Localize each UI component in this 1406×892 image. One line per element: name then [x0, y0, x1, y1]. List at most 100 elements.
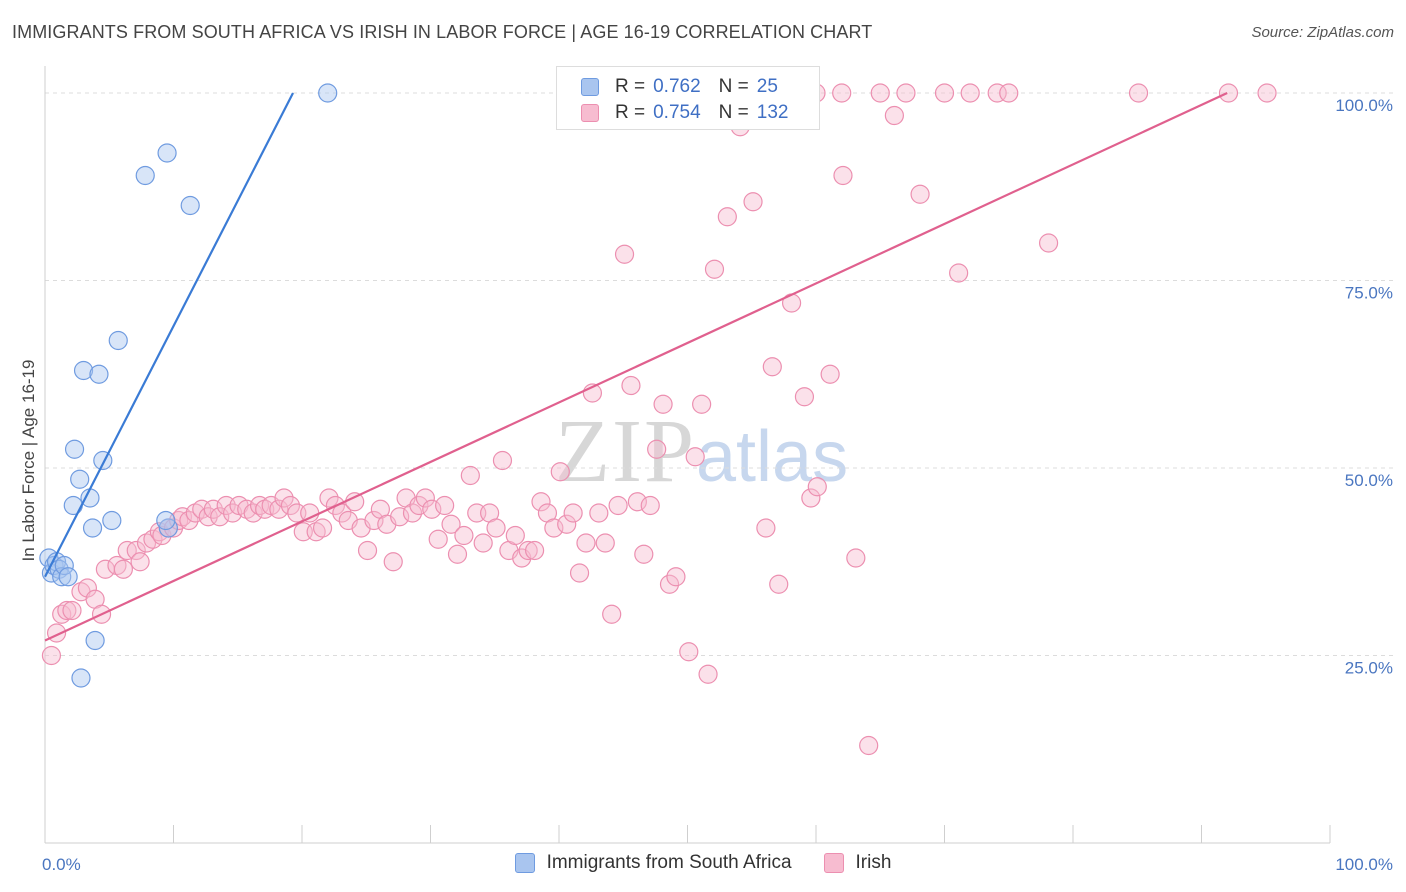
irish-point[interactable] — [383, 552, 403, 572]
irish-point[interactable] — [960, 83, 980, 103]
irish-point[interactable] — [1128, 83, 1149, 103]
irish-point[interactable] — [679, 642, 699, 662]
irish-point[interactable] — [569, 563, 590, 583]
legend-item-south-africa[interactable]: Immigrants from South Africa — [514, 852, 792, 874]
irish-point[interactable] — [130, 552, 150, 572]
south-africa-point[interactable] — [135, 165, 155, 186]
irish-point[interactable] — [179, 510, 199, 531]
south-africa-point[interactable] — [158, 518, 178, 538]
irish-point[interactable] — [557, 514, 577, 534]
legend-item-irish[interactable]: Irish — [823, 852, 891, 874]
irish-point[interactable] — [300, 503, 320, 523]
irish-point[interactable] — [949, 263, 969, 283]
irish-point[interactable] — [666, 567, 686, 587]
irish-point[interactable] — [447, 544, 468, 564]
irish-point[interactable] — [1218, 83, 1239, 103]
irish-point[interactable] — [435, 495, 455, 516]
irish-point[interactable] — [518, 540, 538, 561]
irish-point[interactable] — [62, 600, 82, 621]
south-africa-point[interactable] — [93, 450, 113, 471]
irish-point[interactable] — [756, 518, 776, 538]
irish-point[interactable] — [801, 488, 821, 508]
irish-point[interactable] — [531, 492, 551, 512]
irish-point[interactable] — [563, 503, 583, 523]
south-africa-point[interactable] — [70, 469, 90, 489]
irish-point[interactable] — [595, 533, 615, 553]
irish-point[interactable] — [640, 495, 660, 516]
irish-point[interactable] — [454, 525, 474, 546]
irish-point[interactable] — [550, 462, 570, 482]
irish-point[interactable] — [589, 503, 609, 523]
irish-point[interactable] — [210, 507, 230, 527]
irish-point[interactable] — [473, 533, 493, 553]
irish-point[interactable] — [743, 192, 763, 212]
irish-point[interactable] — [57, 600, 77, 621]
south-africa-point[interactable] — [73, 360, 94, 381]
irish-point[interactable] — [402, 503, 423, 523]
irish-point[interactable] — [422, 499, 442, 519]
south-africa-point[interactable] — [157, 143, 177, 163]
irish-point[interactable] — [269, 499, 289, 519]
irish-point[interactable] — [704, 259, 725, 279]
irish-point[interactable] — [249, 495, 270, 516]
south-africa-point[interactable] — [85, 630, 105, 651]
irish-point[interactable] — [647, 439, 667, 459]
irish-point[interactable] — [486, 518, 506, 538]
irish-point[interactable] — [460, 465, 480, 486]
irish-point[interactable] — [274, 488, 294, 508]
irish-point[interactable] — [832, 83, 852, 103]
south-africa-point[interactable] — [102, 510, 122, 531]
irish-point[interactable] — [576, 533, 596, 553]
irish-point[interactable] — [223, 503, 243, 523]
irish-point[interactable] — [243, 503, 263, 523]
south-africa-point[interactable] — [108, 330, 128, 351]
irish-point[interactable] — [357, 540, 378, 561]
irish-point[interactable] — [769, 574, 789, 594]
irish-point[interactable] — [77, 578, 98, 598]
south-africa-point[interactable] — [80, 488, 100, 508]
south-africa-point[interactable] — [58, 567, 78, 587]
irish-point[interactable] — [415, 488, 435, 508]
south-africa-point[interactable] — [64, 439, 85, 459]
south-africa-point[interactable] — [63, 495, 83, 516]
south-africa-point[interactable] — [54, 555, 74, 576]
irish-point[interactable] — [896, 83, 916, 103]
irish-point[interactable] — [544, 518, 564, 538]
irish-point[interactable] — [192, 499, 212, 519]
south-africa-point[interactable] — [89, 364, 109, 384]
irish-point[interactable] — [627, 492, 647, 512]
irish-point[interactable] — [1257, 83, 1277, 103]
irish-point[interactable] — [614, 244, 635, 264]
irish-point[interactable] — [807, 477, 827, 497]
irish-point[interactable] — [524, 540, 545, 561]
irish-point[interactable] — [999, 83, 1019, 103]
irish-point[interactable] — [608, 495, 628, 516]
irish-point[interactable] — [910, 184, 930, 204]
irish-point[interactable] — [870, 83, 890, 103]
irish-point[interactable] — [884, 105, 904, 126]
irish-point[interactable] — [1038, 233, 1059, 253]
south-africa-point[interactable] — [180, 195, 200, 216]
south-africa-point[interactable] — [52, 567, 72, 587]
irish-point[interactable] — [113, 559, 133, 579]
south-africa-point[interactable] — [318, 83, 338, 103]
irish-point[interactable] — [203, 499, 223, 519]
south-africa-point[interactable] — [156, 510, 176, 531]
irish-point[interactable] — [364, 510, 384, 531]
irish-point[interactable] — [505, 525, 525, 546]
irish-point[interactable] — [833, 165, 853, 186]
south-africa-point[interactable] — [71, 668, 91, 688]
irish-point[interactable] — [52, 604, 72, 624]
irish-point[interactable] — [846, 548, 866, 568]
irish-point[interactable] — [621, 375, 641, 396]
irish-point[interactable] — [409, 495, 429, 516]
irish-point[interactable] — [492, 450, 513, 471]
irish-point[interactable] — [390, 507, 410, 527]
irish-point[interactable] — [934, 83, 955, 103]
irish-point[interactable] — [345, 492, 365, 512]
irish-point[interactable] — [634, 544, 654, 564]
irish-point[interactable] — [794, 387, 815, 407]
irish-point[interactable] — [126, 540, 146, 561]
irish-point[interactable] — [428, 529, 448, 549]
irish-point[interactable] — [717, 207, 737, 227]
